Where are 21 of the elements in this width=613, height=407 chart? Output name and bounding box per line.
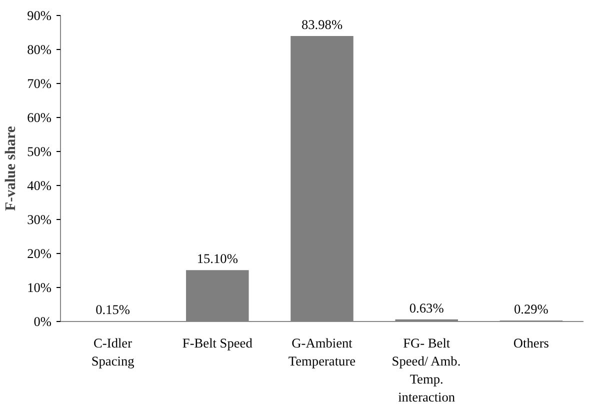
y-tick-label: 80% — [27, 42, 52, 57]
y-tick-label: 0% — [34, 314, 52, 329]
y-tick-label: 40% — [27, 178, 52, 193]
data-label: 15.10% — [196, 251, 238, 266]
y-tick-label: 90% — [27, 8, 52, 23]
y-tick-label: 60% — [27, 110, 52, 125]
data-label: 83.98% — [301, 16, 343, 32]
x-tick-label: F-Belt Speed — [182, 336, 253, 350]
x-tick-label: G-Ambient Temperature — [288, 336, 356, 368]
x-tick-label: FG- Belt Speed/ Amb. Temp. interaction — [392, 336, 461, 404]
y-tick-label: 30% — [27, 212, 52, 227]
data-label: 0.15% — [96, 302, 130, 317]
data-label: 0.63% — [409, 300, 444, 316]
x-tick-label: C-Idler Spacing — [91, 336, 135, 368]
y-tick-label: 50% — [27, 144, 52, 159]
y-axis-title: F-value share — [3, 126, 20, 211]
data-label: 0.29% — [514, 302, 548, 317]
x-tick-label: Others — [513, 336, 549, 350]
y-tick-label: 10% — [27, 280, 52, 295]
y-tick-label: 70% — [27, 76, 52, 91]
y-tick-label: 20% — [27, 246, 52, 261]
